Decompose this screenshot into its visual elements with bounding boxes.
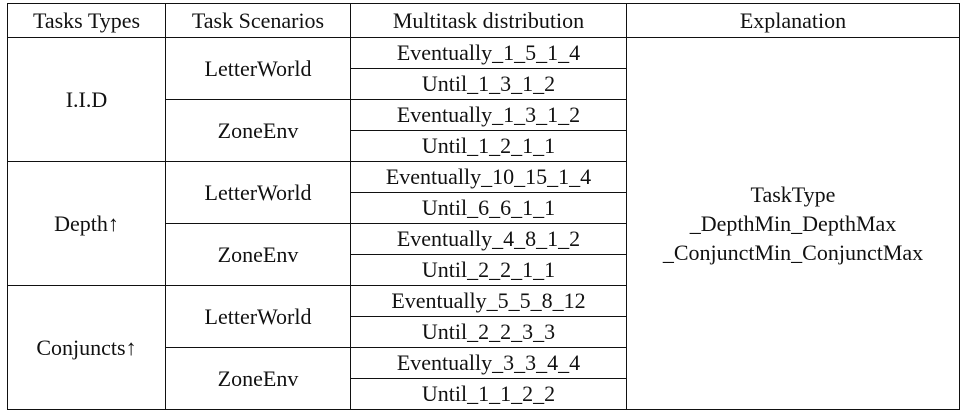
task-scenario-cell: ZoneEnv: [165, 347, 351, 410]
table-row: Until_2_2_1_1: [8, 254, 960, 286]
task-scenario-cell: ZoneEnv: [165, 99, 351, 162]
table-row: ZoneEnv Eventually_4_8_1_2: [8, 223, 960, 286]
distribution-cell: Eventually_10_15_1_4: [350, 161, 627, 193]
explanation-line: _ConjunctMin_ConjunctMax: [662, 240, 924, 265]
table-row: ZoneEnv Eventually_1_3_1_2: [8, 99, 960, 162]
distribution-cell: Eventually_1_5_1_4: [350, 37, 627, 69]
task-scenario-cell: ZoneEnv: [165, 223, 351, 286]
distribution-cell: Eventually_4_8_1_2: [350, 223, 627, 255]
task-type-cell: Conjuncts↑: [7, 285, 166, 410]
distribution-cell: Until_6_6_1_1: [350, 192, 627, 224]
distribution-cell: Until_2_2_3_3: [350, 316, 627, 348]
table-row: Until_1_2_1_1: [8, 130, 960, 162]
explanation-cell: TaskType _DepthMin_DepthMax _ConjunctMin…: [626, 37, 960, 410]
table-row: I.I.D LetterWorld Eventually_1_5_1_4 Tas…: [7, 37, 960, 410]
header-task-scenarios: Task Scenarios: [165, 3, 351, 38]
distribution-cell: Eventually_5_5_8_12: [350, 285, 627, 317]
header-tasks-types: Tasks Types: [7, 3, 166, 38]
table-row: Until_1_1_2_2: [8, 378, 960, 410]
table-row: Until_6_6_1_1: [8, 192, 960, 224]
task-scenario-cell: LetterWorld: [165, 161, 351, 224]
distribution-cell: Until_1_3_1_2: [350, 68, 627, 100]
task-type-cell: I.I.D: [7, 37, 166, 162]
table-row: ZoneEnv Eventually_3_3_4_4: [8, 347, 960, 410]
explanation-line: _DepthMin_DepthMax: [689, 211, 897, 236]
distribution-cell: Until_2_2_1_1: [350, 254, 627, 286]
explanation-line: TaskType: [750, 182, 836, 207]
table-row: Conjuncts↑ LetterWorld Eventually_5_5_8_…: [7, 285, 960, 410]
table-row: Depth↑ LetterWorld Eventually_10_15_1_4: [7, 161, 960, 286]
table-row: Until_2_2_3_3: [8, 316, 960, 348]
table-row: Until_1_3_1_2: [8, 68, 960, 100]
header-multitask-distribution: Multitask distribution: [350, 3, 627, 38]
task-type-cell: Depth↑: [7, 161, 166, 286]
distribution-cell: Eventually_3_3_4_4: [350, 347, 627, 379]
header-explanation: Explanation: [626, 3, 960, 38]
distribution-cell: Until_1_2_1_1: [350, 130, 627, 162]
distribution-cell: Until_1_1_2_2: [350, 378, 627, 410]
task-distribution-table: Tasks Types Task Scenarios Multitask dis…: [7, 3, 960, 410]
task-scenario-cell: LetterWorld: [165, 37, 351, 100]
task-scenario-cell: LetterWorld: [165, 285, 351, 348]
header-row: Tasks Types Task Scenarios Multitask dis…: [7, 3, 960, 38]
distribution-cell: Eventually_1_3_1_2: [350, 99, 627, 131]
